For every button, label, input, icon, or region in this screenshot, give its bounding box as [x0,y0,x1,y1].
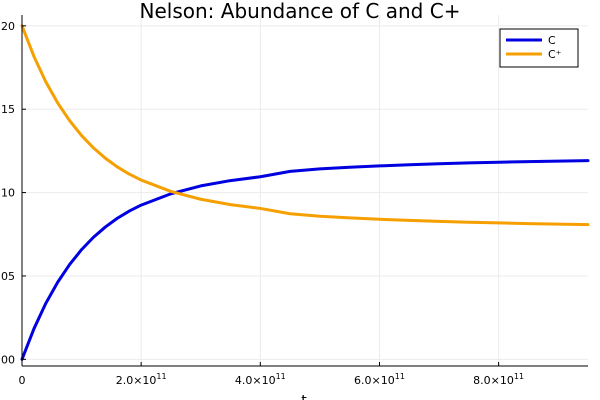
legend-label: C [548,34,556,47]
x-tick-label: 8.0×1011 [473,372,524,387]
tick-labels: 0 2.0×1011 4.0×1011 6.0×1011 8.0×1011 00 05 10 1… [1,20,524,387]
legend: CC⁺ [499,28,579,68]
x-tick-label: 2.0×1011 [116,372,167,387]
y-tick-label: 20 [1,20,15,33]
x-tick-exponent: 11 [395,372,405,381]
series-line-1 [20,159,590,361]
x-tick-label: 6.0×1011 [354,372,405,387]
legend-box [499,28,579,68]
y-tick-label: 10 [1,187,15,200]
series-layer [20,24,590,361]
x-tick-exponent: 11 [276,372,286,381]
grid [21,15,588,366]
chart-title: Nelson: Abundance of C and C+ [140,0,461,23]
legend-label: C⁺ [548,48,562,61]
y-tick-label: 00 [1,353,15,366]
y-tick-label: 15 [1,103,15,116]
x-axis-label: t [301,393,307,400]
y-tick-label: 05 [1,270,15,283]
x-tick-exponent: 11 [514,372,524,381]
series-line-2 [20,24,590,227]
x-tick-exponent: 11 [156,372,166,381]
x-tick-label: 0 [19,374,26,387]
x-tick-label: 4.0×1011 [235,372,286,387]
axes [21,15,588,367]
